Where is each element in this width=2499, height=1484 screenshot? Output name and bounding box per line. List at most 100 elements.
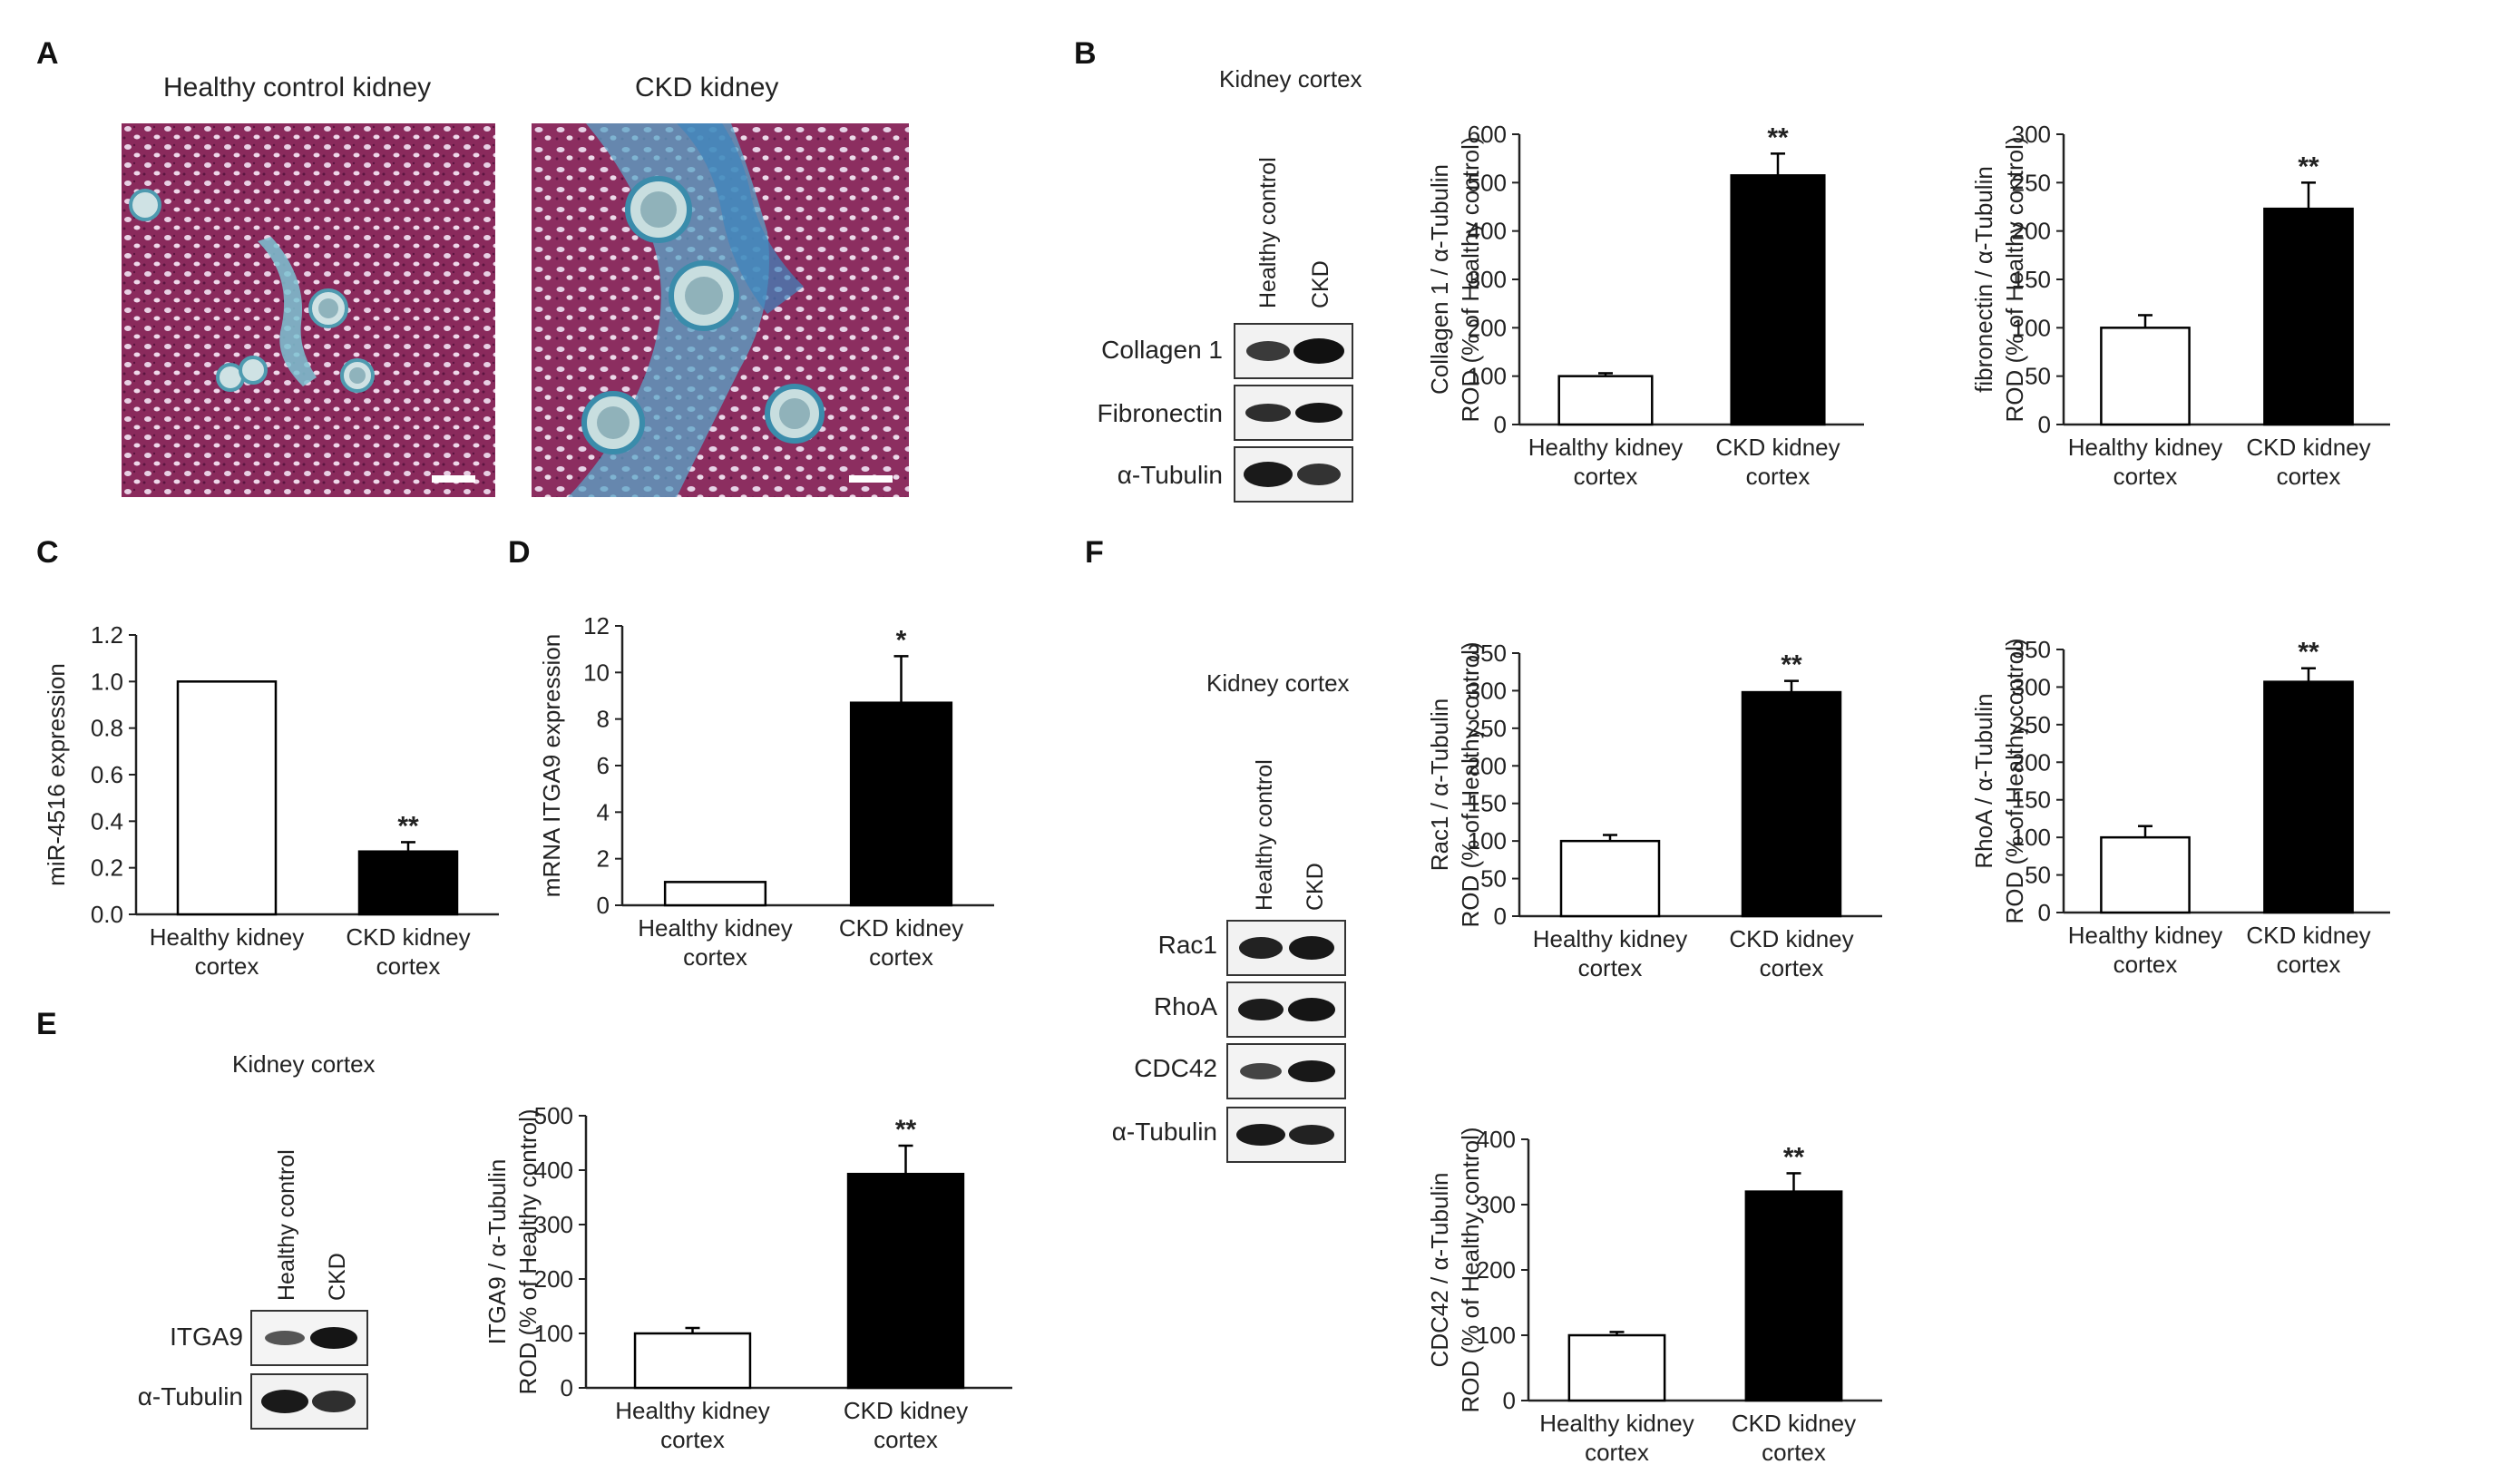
- x-category-label: CKD kidney: [2246, 922, 2370, 949]
- x-category-label: Healthy kidney: [2068, 434, 2223, 461]
- ckd-histology-image: [532, 123, 909, 497]
- e-western-blot: [250, 1310, 368, 1430]
- healthy-image-title: Healthy control kidney: [163, 73, 432, 103]
- f-row-rhoa: RhoA: [1153, 992, 1217, 1020]
- y-tick-label: 1.0: [91, 668, 123, 695]
- significance-label: **: [1783, 1142, 1805, 1172]
- y-axis-label: CDC42 / α-Tubulin: [1426, 1173, 1453, 1368]
- y-tick-label: 200: [1468, 752, 1507, 779]
- panel-letter-c: C: [36, 535, 59, 570]
- chart-rhoa: 0 50 100 150 200 250 300 350 RhoA / α-Tubulin ROD…: [1964, 577, 2399, 978]
- y-tick-label: 0: [561, 1374, 573, 1401]
- y-tick-label: 400: [534, 1157, 573, 1184]
- y-tick-label: 0.4: [91, 807, 123, 835]
- mir4516-svg: 0.0 0.2 0.4 0.6 0.8 1.0 1.2 miR-4516 expression…: [43, 621, 499, 980]
- f-row-rac1: Rac1: [1157, 931, 1217, 959]
- y-axis-label: RhoA / α-Tubulin: [1970, 693, 1997, 868]
- y-tick-label: 0.0: [91, 901, 123, 928]
- bar: [2263, 680, 2354, 914]
- y-axis-label: ROD (% of Healthy control): [1457, 137, 1484, 423]
- y-tick-label: 300: [1477, 1191, 1516, 1218]
- rac1-svg: 0 50 100 150 200 250 300 350 Rac1 / α-Tubulin ROD…: [1426, 639, 1882, 981]
- x-category-label: CKD kidney: [839, 914, 963, 942]
- y-axis-label: ROD (% of Healthy control): [514, 1109, 542, 1395]
- y-tick-label: 200: [2012, 748, 2051, 776]
- significance-label: **: [2298, 638, 2319, 668]
- fibronectin-svg: 0 50 100 150 200 250 300 fibronectin / α-Tubuli…: [1970, 121, 2390, 490]
- y-tick-label: 0: [2038, 411, 2051, 438]
- f-row-cdc42: CDC42: [1134, 1054, 1217, 1082]
- y-tick-label: 200: [2012, 218, 2051, 245]
- itga9-mrna-svg: 0 2 4 6 8 10 12 mRNA ITGA9 expression Healthy ki…: [538, 612, 994, 971]
- b-western-blot: [1234, 323, 1353, 503]
- y-tick-label: 0: [1494, 903, 1507, 930]
- f-lane-ckd: CKD: [1303, 863, 1328, 911]
- cdc42-svg: 0 100 200 300 400 CDC42 / α-Tubulin ROD (% of …: [1426, 1126, 1882, 1466]
- x-category-label: cortex: [1574, 463, 1638, 490]
- y-tick-label: 400: [1477, 1126, 1516, 1153]
- b-lane-ckd: CKD: [1308, 260, 1333, 308]
- x-category-label: cortex: [869, 943, 933, 971]
- x-category-label: CKD kidney: [346, 923, 470, 951]
- x-category-label: cortex: [376, 952, 441, 980]
- y-tick-label: 150: [1468, 790, 1507, 817]
- e-blot-title: Kidney cortex: [232, 1050, 376, 1078]
- b-blot-title: Kidney cortex: [1219, 65, 1362, 93]
- f-row-tubulin: α-Tubulin: [1111, 1118, 1217, 1146]
- y-tick-label: 150: [2012, 266, 2051, 293]
- y-tick-label: 2: [597, 845, 610, 873]
- significance-label: **: [1767, 122, 1789, 152]
- bar: [846, 1172, 965, 1390]
- chart-mir4516: 0.0 0.2 0.4 0.6 0.8 1.0 1.2 miR-4516 expression…: [36, 599, 508, 980]
- y-tick-label: 0: [597, 892, 610, 919]
- b-row-collagen: Collagen 1: [1101, 336, 1223, 364]
- bar: [2263, 207, 2354, 426]
- y-tick-label: 100: [2012, 824, 2051, 851]
- panel-letter-b: B: [1074, 36, 1097, 71]
- x-category-label: cortex: [2113, 463, 2178, 490]
- x-category-label: Healthy kidney: [2068, 922, 2223, 949]
- y-axis-label: ROD (% of Healthy control): [2001, 639, 2028, 924]
- y-tick-label: 300: [2012, 121, 2051, 148]
- y-tick-label: 100: [1477, 1322, 1516, 1349]
- y-tick-label: 1.2: [91, 621, 123, 649]
- y-tick-label: 6: [597, 752, 610, 779]
- x-category-label: cortex: [660, 1426, 725, 1453]
- y-tick-label: 300: [1468, 266, 1507, 293]
- y-tick-label: 0: [2038, 899, 2051, 926]
- y-axis-label: fibronectin / α-Tubulin: [1970, 166, 1997, 393]
- significance-label: **: [895, 1115, 917, 1145]
- y-tick-label: 250: [2012, 169, 2051, 196]
- bar: [2100, 327, 2191, 426]
- b-row-tubulin: α-Tubulin: [1117, 461, 1223, 489]
- y-tick-label: 350: [2012, 636, 2051, 663]
- y-tick-label: 400: [1468, 218, 1507, 245]
- y-tick-label: 8: [597, 706, 610, 733]
- x-category-label: Healthy kidney: [150, 923, 305, 951]
- x-category-label: CKD kidney: [1732, 1410, 1856, 1437]
- bar: [633, 1332, 752, 1390]
- y-tick-label: 0.8: [91, 715, 123, 742]
- y-tick-label: 0.6: [91, 761, 123, 788]
- y-tick-label: 350: [1468, 639, 1507, 667]
- y-tick-label: 50: [1480, 865, 1507, 893]
- y-axis-label: ROD (% of Healthy control): [2001, 137, 2028, 423]
- bar: [1744, 1190, 1843, 1402]
- panel-letter-a: A: [36, 36, 59, 71]
- y-tick-label: 200: [534, 1265, 573, 1293]
- b-lane-healthy: Healthy control: [1255, 157, 1281, 308]
- y-tick-label: 10: [583, 659, 610, 686]
- x-category-label: cortex: [1585, 1439, 1649, 1466]
- bar: [1557, 375, 1654, 426]
- chart-fibronectin: 0 50 100 150 200 250 300 fibronectin / α-Tubuli…: [1964, 87, 2399, 490]
- panel-letter-f: F: [1085, 535, 1104, 570]
- x-category-label: Healthy kidney: [1539, 1410, 1694, 1437]
- x-category-label: cortex: [874, 1426, 938, 1453]
- x-category-label: cortex: [2277, 951, 2341, 978]
- chart-collagen: 0 100 200 300 400 500 600 Collagen 1 / α-Tubuli…: [1420, 87, 1873, 490]
- x-category-label: Healthy kidney: [1533, 925, 1688, 952]
- y-tick-label: 100: [1468, 363, 1507, 390]
- chart-rac1: 0 50 100 150 200 250 300 350 Rac1 / α-Tubulin ROD…: [1420, 581, 1891, 981]
- y-tick-label: 0: [1494, 411, 1507, 438]
- x-category-label: CKD kidney: [1729, 925, 1853, 952]
